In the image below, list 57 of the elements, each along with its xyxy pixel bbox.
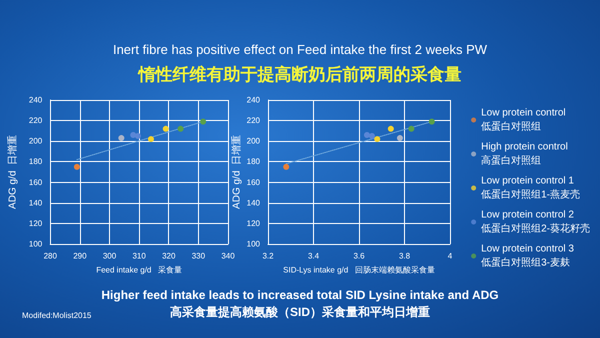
y-tick-label: 180	[28, 157, 43, 166]
x-tick-label: 3.4	[308, 252, 320, 260]
y-tick-label: 220	[28, 116, 43, 126]
x-tick-label: 310	[132, 252, 146, 260]
y-tick-label: 240	[246, 96, 261, 104]
y-tick-label: 100	[28, 240, 43, 248]
y-tick-label: 220	[246, 116, 261, 126]
legend-label: Low protein control 1 低蛋白对照组1-燕麦壳	[481, 176, 580, 200]
y-tick-label: 240	[28, 96, 43, 104]
y-tick-label: 160	[246, 178, 261, 187]
point	[396, 135, 403, 142]
y-tick-label: 200	[246, 136, 261, 146]
point	[200, 118, 206, 125]
y-tick-label: 140	[28, 198, 43, 208]
legend-label: Low protein control 低蛋白对照组	[481, 108, 566, 132]
x-axis-title: SID-Lys intake g/d 回肠末端赖氨酸采食量	[283, 266, 435, 274]
x-axis-title: Feed intake g/d 采食量	[96, 266, 182, 274]
point	[428, 118, 435, 125]
y-axis-title: ADG g/d 日增重	[6, 135, 18, 209]
y-axis-title: ADG g/d 日增重	[230, 135, 242, 209]
text: 惰性纤维有助于提高断奶后前两周的采食量	[136, 64, 462, 86]
point	[283, 164, 290, 170]
point	[388, 126, 394, 132]
point	[134, 133, 141, 139]
x-tick-label: 3.2	[262, 252, 274, 260]
x-tick-label: 3.6	[353, 252, 366, 260]
point	[118, 135, 124, 142]
text: 高采食量提高赖氨酸（SID）采食量和平均日增重	[170, 305, 430, 319]
y-tick-label: 200	[28, 136, 43, 146]
y-tick-label: 120	[246, 218, 261, 228]
x-tick-label: 280	[44, 252, 58, 260]
point	[162, 126, 169, 132]
legend-label: Low protein control 3 低蛋白对照组3-麦麸	[481, 244, 574, 268]
text: Higher feed intake leads to increased total SID Lysine intake and ADG	[100, 288, 500, 302]
point	[148, 136, 154, 142]
text: Modifed:Molist2015	[22, 311, 92, 320]
point	[74, 164, 80, 170]
x-tick-label: 330	[192, 252, 206, 260]
text: Inert fibre has positive effect on Feed intake the first 2 weeks PW	[112, 42, 488, 57]
y-tick-label: 120	[28, 218, 43, 228]
legend-label: High protein control 高蛋白对照组	[481, 142, 568, 166]
y-tick-label: 180	[246, 157, 261, 166]
point	[374, 136, 380, 142]
point	[178, 126, 184, 132]
x-tick-label: 300	[102, 252, 117, 260]
legend-label: Low protein control 2 低蛋白对照组2-葵花籽壳	[481, 210, 590, 234]
y-tick-label: 140	[246, 198, 261, 208]
point	[408, 126, 414, 132]
y-tick-label: 100	[246, 240, 261, 248]
x-tick-label: 4	[448, 252, 453, 260]
y-tick-label: 160	[28, 178, 43, 187]
point	[364, 132, 370, 138]
point	[368, 133, 375, 139]
x-tick-label: 3.8	[398, 252, 411, 260]
x-tick-label: 320	[162, 252, 176, 260]
x-tick-label: 340	[221, 252, 236, 260]
x-tick-label: 290	[73, 252, 88, 260]
